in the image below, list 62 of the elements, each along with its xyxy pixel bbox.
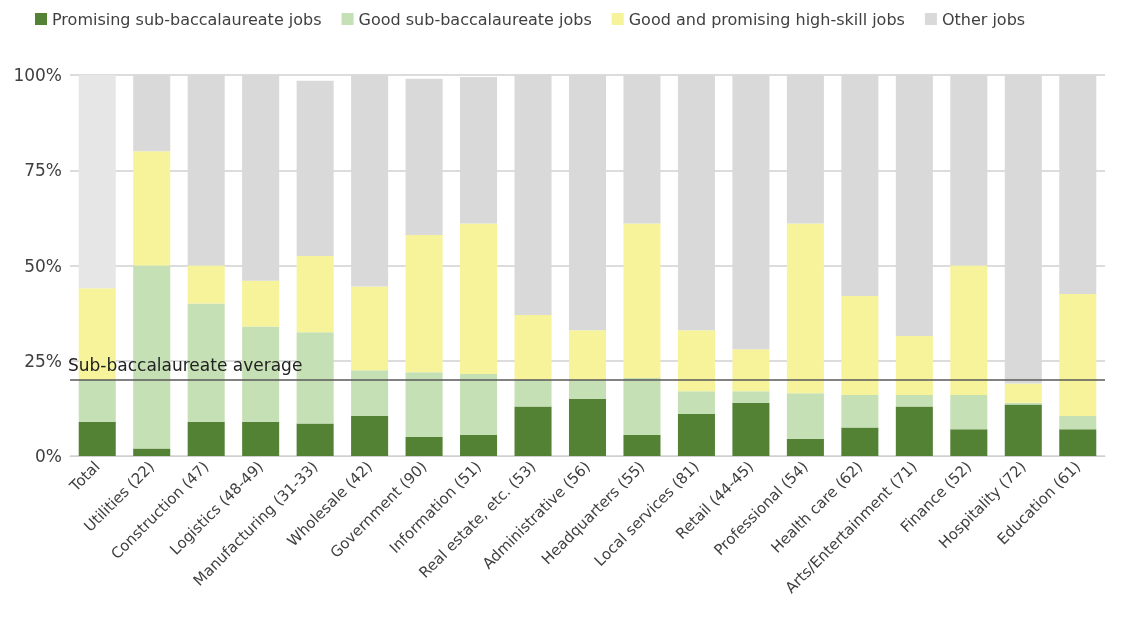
bar [677, 330, 715, 392]
bar [351, 416, 389, 456]
bar [1059, 429, 1097, 456]
bar [351, 370, 389, 416]
bar [460, 223, 498, 375]
bar [460, 435, 498, 456]
bar [351, 286, 389, 371]
legend-label: Good and promising high-skill jobs [628, 9, 905, 29]
bar [568, 398, 607, 456]
bar [950, 265, 988, 396]
y-tick-label: 50% [24, 255, 62, 276]
y-tick-label: 75% [24, 160, 62, 181]
bar [296, 255, 334, 333]
bar [405, 436, 443, 456]
bar [187, 421, 225, 456]
bar [677, 391, 715, 415]
bar [623, 223, 661, 378]
bar [514, 315, 552, 380]
bar [950, 429, 988, 456]
bar [405, 235, 443, 373]
y-tick-label: 0% [35, 446, 62, 466]
legend-label: Promising sub-baccalaureate jobs [52, 9, 322, 29]
bar [187, 265, 225, 304]
bar [78, 421, 116, 456]
bar [1004, 383, 1042, 403]
bar [568, 330, 607, 380]
y-tick-label: 25% [24, 350, 62, 371]
bar [895, 335, 933, 396]
bar [841, 427, 879, 456]
bar [841, 395, 879, 428]
bar [732, 402, 770, 456]
bar [1059, 416, 1097, 430]
bar [623, 435, 661, 456]
y-tick-label: 100% [13, 65, 62, 85]
bar [78, 379, 116, 422]
bar [405, 372, 443, 437]
bar [242, 280, 280, 327]
bar [133, 151, 171, 266]
bar [568, 379, 607, 399]
bar [677, 414, 715, 456]
bar [732, 391, 770, 403]
bar [786, 223, 824, 394]
bar [514, 406, 552, 456]
bar [623, 377, 661, 436]
bar [242, 421, 280, 456]
bar [895, 395, 933, 407]
bar [1004, 404, 1042, 456]
bar [1059, 294, 1097, 416]
bar [78, 75, 116, 289]
bar [895, 406, 933, 456]
bar [460, 374, 498, 436]
bar [786, 438, 824, 456]
bar [514, 379, 552, 407]
bar [296, 423, 334, 456]
bar [786, 393, 824, 439]
bar [133, 448, 171, 456]
bar [950, 395, 988, 430]
legend-label: Other jobs [941, 9, 1026, 29]
ref-line-label: Sub-baccalaureate average [68, 355, 303, 376]
bar [841, 295, 879, 396]
legend-label: Good sub-baccalaureate jobs [358, 9, 592, 29]
bar [732, 349, 770, 392]
